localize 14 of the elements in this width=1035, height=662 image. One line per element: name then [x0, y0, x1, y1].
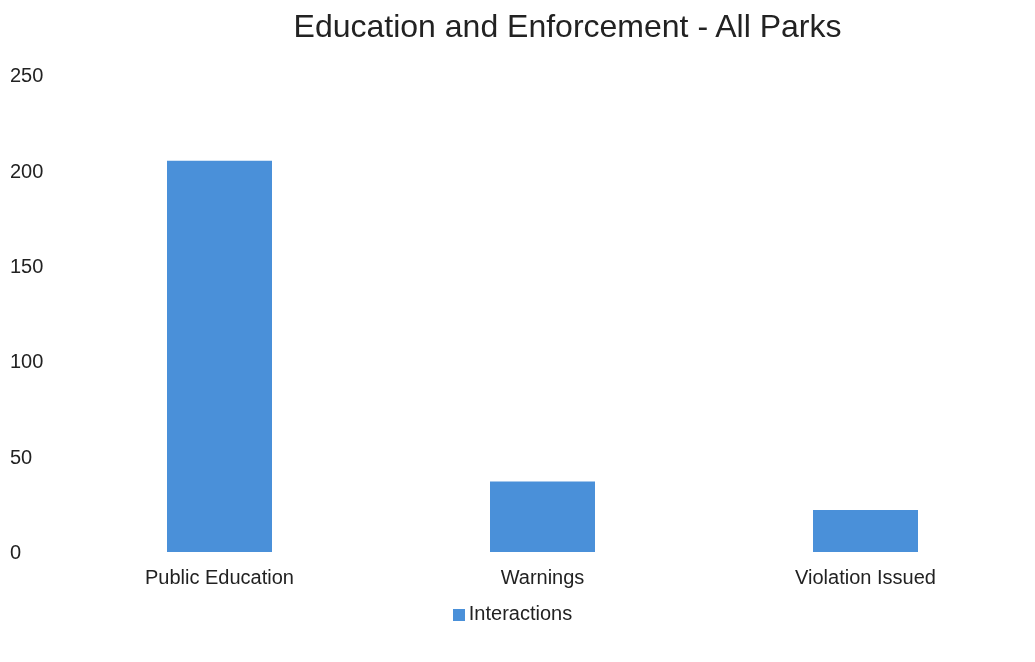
y-tick-label: 250: [10, 64, 44, 87]
bar: [167, 160, 272, 552]
x-tick-label: Public Education: [145, 566, 294, 589]
y-tick-label: 200: [10, 159, 44, 182]
y-tick-label: 100: [10, 350, 44, 373]
x-tick-label: Violation Issued: [795, 566, 936, 589]
legend-label: Interactions: [468, 602, 573, 624]
y-tick-label: 0: [10, 541, 22, 564]
chart-title: Education and Enforcement - All Parks: [292, 8, 843, 45]
bar: [813, 510, 918, 552]
bar: [490, 481, 595, 552]
x-tick-label: Warnings: [500, 566, 585, 589]
y-tick-label: 150: [10, 254, 44, 277]
y-tick-label: 50: [10, 445, 33, 468]
